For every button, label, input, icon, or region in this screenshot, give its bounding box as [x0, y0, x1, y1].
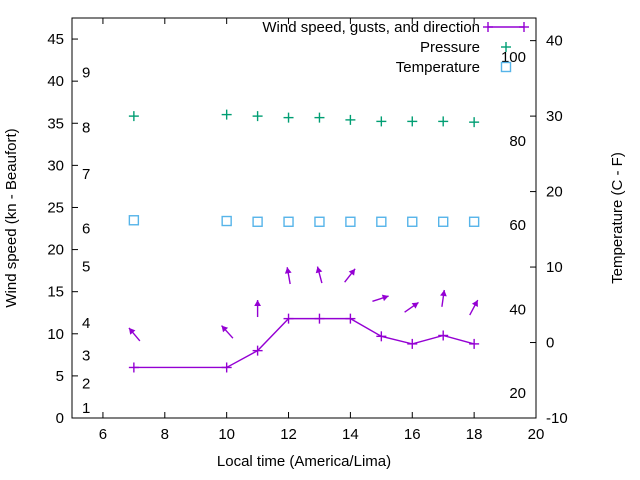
y-tick-label: 5 — [56, 368, 64, 385]
x-tick-label: 12 — [280, 426, 297, 443]
y2-tick-label: 40 — [546, 33, 563, 50]
temperature-marker — [314, 216, 325, 227]
y-axis-title: Wind speed (kn - Beaufort) — [3, 128, 20, 307]
arrow-head — [348, 268, 356, 276]
y-tick-label: 0 — [56, 410, 64, 427]
fahrenheit-label: 20 — [509, 385, 526, 402]
wind-direction-arrow — [315, 266, 323, 284]
x-tick-label: 6 — [99, 426, 107, 443]
fahrenheit-label: 80 — [509, 133, 526, 150]
y2-tick-label: 30 — [546, 108, 563, 125]
temperature-marker — [438, 216, 449, 227]
arrow-head — [128, 327, 136, 335]
temperature-marker — [128, 215, 140, 226]
y-tick-label: 40 — [47, 73, 64, 90]
arrow-head — [440, 290, 447, 297]
wind-direction-arrow — [284, 267, 292, 285]
y-tick-label: 35 — [47, 115, 64, 132]
x-axis-title: Local time (America/Lima) — [217, 453, 391, 470]
plot-frame — [71, 17, 537, 419]
beaufort-label: 9 — [82, 65, 90, 82]
beaufort-label: 1 — [82, 400, 90, 417]
y-tick-label: 25 — [47, 199, 64, 216]
legend: Wind speed, gusts, and direction Pressure… — [262, 19, 529, 76]
plot-border — [71, 17, 537, 419]
y-tick-label: 15 — [47, 284, 64, 301]
data-series-layer — [128, 109, 480, 373]
arrow-head — [315, 266, 323, 274]
temperature-marker — [407, 216, 418, 227]
wind-direction-arrow — [404, 301, 419, 313]
y2-tick-label: 20 — [546, 184, 563, 201]
x-tick-label: 8 — [161, 426, 169, 443]
beaufort-label: 6 — [82, 221, 90, 238]
wind-direction-arrow — [128, 327, 141, 342]
y2-tick-label: 10 — [546, 259, 563, 276]
y2-tick-label: 0 — [546, 335, 554, 352]
beaufort-label: 8 — [82, 119, 90, 136]
legend-label: Wind speed, gusts, and direction — [262, 19, 480, 36]
wind-direction-arrow — [440, 289, 447, 307]
y2-axis-ticks: -10 0 10 20 30 40 — [530, 33, 568, 427]
wind-direction-arrow — [221, 325, 234, 339]
temperature-marker — [221, 215, 232, 227]
beaufort-label: 2 — [82, 375, 90, 392]
wind-direction-arrow — [254, 300, 261, 318]
fahrenheit-label: 40 — [509, 301, 526, 318]
beaufort-label: 3 — [82, 348, 90, 365]
y-tick-label: 10 — [47, 326, 64, 343]
fahrenheit-label: 100 — [501, 49, 526, 66]
x-tick-label: 16 — [404, 426, 421, 443]
fahrenheit-scale-labels: 20 40 60 80 100 — [501, 49, 526, 402]
x-tick-label: 18 — [466, 426, 483, 443]
fahrenheit-label: 60 — [509, 217, 526, 234]
y2-axis-title: Temperature (C - F) — [609, 152, 626, 284]
x-tick-label: 20 — [528, 426, 545, 443]
temperature-marker — [252, 216, 263, 227]
y-tick-label: 45 — [47, 31, 64, 48]
y-tick-label: 30 — [47, 157, 64, 174]
wind-direction-arrow — [469, 299, 479, 316]
temperature-marker — [283, 216, 294, 227]
arrow-head — [471, 300, 478, 307]
x-tick-label: 10 — [218, 426, 235, 443]
wind-direction-arrow — [372, 294, 389, 302]
wind-speed-line — [133, 317, 475, 369]
temperature-marker — [468, 216, 480, 227]
temperature-marker — [376, 216, 387, 227]
beaufort-scale-labels: 1 2 3 4 5 6 7 8 9 — [82, 65, 90, 417]
y-tick-label: 20 — [47, 242, 64, 259]
arrow-head — [381, 294, 389, 302]
arrow-head — [254, 300, 261, 307]
x-tick-label: 14 — [342, 426, 359, 443]
arrow-head — [411, 302, 419, 309]
legend-label: Pressure — [420, 39, 480, 56]
temperature-marker — [345, 216, 356, 227]
y2-tick-label: -10 — [546, 410, 568, 427]
legend-label: Temperature — [396, 59, 480, 76]
wind-direction-arrow — [344, 268, 356, 283]
beaufort-label: 4 — [82, 315, 90, 332]
arrow-head — [284, 267, 292, 274]
x-axis-ticks: 6 8 10 12 14 16 18 20 — [99, 18, 545, 443]
legend-sample-marker — [500, 61, 512, 73]
wind-direction-arrows — [128, 266, 479, 342]
y-axis-ticks: 0 5 10 15 20 25 30 35 40 45 — [47, 31, 78, 427]
beaufort-label: 5 — [82, 258, 90, 275]
beaufort-label: 7 — [82, 166, 90, 183]
arrow-head — [221, 325, 229, 333]
